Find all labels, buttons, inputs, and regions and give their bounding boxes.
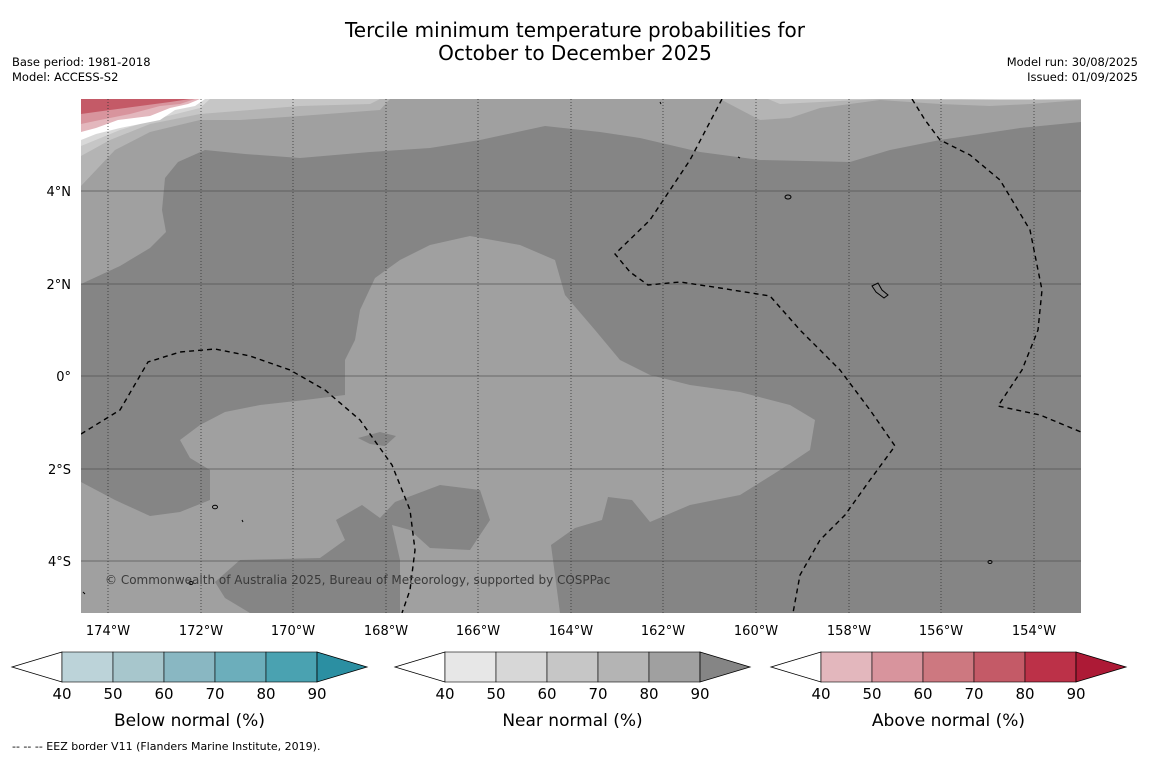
colorbar-tick-label: 40 [52,685,71,703]
colorbar-tick-label: 90 [690,685,709,703]
lon-label: 154°W [1012,624,1056,639]
model-name-text: Model: ACCESS-S2 [12,70,119,84]
colorbar-segment [1024,651,1077,683]
colorbar-tick-label: 40 [435,685,454,703]
lon-label: 158°W [827,624,871,639]
near-normal-80-90-island [358,432,396,446]
colorbar-tick-label: 60 [537,685,556,703]
colorbar-segment [820,651,873,683]
colorbar-3: 40 50 60 70 80 90 Above normal (%) [769,651,1128,731]
colorbar-tick-label: 50 [103,685,122,703]
colorbar-tick-label: 80 [1015,685,1034,703]
colorbar-tick-label: 90 [307,685,326,703]
lon-label: 162°W [641,624,685,639]
model-run-text: Model run: 30/08/2025 [1006,55,1138,69]
near-normal-70-80-central [81,236,815,613]
lat-label: 4°N [47,185,72,200]
lon-label: 166°W [456,624,500,639]
lon-label: 170°W [271,624,315,639]
colorbar-segment [444,651,497,683]
colorbar-segment [871,651,924,683]
colorbar-tick-label: 50 [862,685,881,703]
graticule [81,190,1081,562]
colorbar-under-extension [10,651,63,683]
colorbar-tick-label: 50 [486,685,505,703]
latitude-labels: 4°N 2°N 0° 2°S 4°S [47,185,72,570]
lon-label: 164°W [549,624,593,639]
colorbar-over-extension [316,651,369,683]
lat-label: 2°S [48,463,71,478]
colorbar-over-extension [699,651,752,683]
colorbar-tick-label: 70 [205,685,224,703]
colorbar-under-extension [393,651,446,683]
lon-label: 156°W [919,624,963,639]
colorbar-segment [546,651,599,683]
colorbar-2: 40 50 60 70 80 90 Near normal (%) [393,651,752,731]
model-info: Base period: 1981-2018 Model: ACCESS-S2 [12,55,151,85]
colorbar-segment [163,651,216,683]
islands [82,101,993,595]
colorbar-title: Near normal (%) [502,711,642,731]
colorbar-segment [61,651,114,683]
title-line-1: Tercile minimum temperature probabilitie… [344,18,806,42]
lon-label: 174°W [86,624,130,639]
colorbar-tick-label: 80 [639,685,658,703]
near-normal-70-80-north-band [81,99,1081,284]
run-info: Model run: 30/08/2025 Issued: 01/09/2025 [1007,55,1138,85]
issued-text: Issued: 01/09/2025 [1027,70,1138,84]
eez-footnote: -- -- -- EEZ border V11 (Flanders Marine… [12,740,321,753]
lat-label: 2°N [47,278,72,293]
colorbar-1: 40 50 60 70 80 90 Below normal (%) [10,651,369,731]
colorbar-tick-label: 80 [256,685,275,703]
eez-borders [81,99,1081,613]
probability-map: © Commonwealth of Australia 2025, Bureau… [81,99,1081,613]
colorbar-legends: 40 50 60 70 80 90 Below normal (%) 40 50 60 70 80 90… [10,651,1128,731]
map-title: Tercile minimum temperature probabilitie… [0,19,1150,65]
copyright-text: © Commonwealth of Australia 2025, Bureau… [105,573,610,587]
colorbar-tick-label: 70 [588,685,607,703]
colorbar-segment [265,651,318,683]
base-period-text: Base period: 1981-2018 [12,55,151,69]
colorbar-title: Below normal (%) [114,711,265,731]
forecast-map-figure: © Commonwealth of Australia 2025, Bureau… [10,99,1128,731]
colorbar-tick-label: 90 [1066,685,1085,703]
colorbar-segment [648,651,701,683]
colorbar-under-extension [769,651,822,683]
colorbar-title: Above normal (%) [872,711,1025,731]
colorbar-tick-label: 60 [154,685,173,703]
colorbar-segment [214,651,267,683]
colorbar-tick-label: 60 [913,685,932,703]
colorbar-segment [112,651,165,683]
lon-label: 160°W [734,624,778,639]
colorbar-segment [495,651,548,683]
lat-label: 4°S [48,555,71,570]
lon-label: 172°W [179,624,223,639]
colorbar-tick-label: 40 [811,685,830,703]
lat-label: 0° [56,370,71,385]
colorbar-segment [973,651,1026,683]
lon-label: 168°W [364,624,408,639]
colorbar-over-extension [1075,651,1128,683]
title-line-2: October to December 2025 [438,41,712,65]
colorbar-tick-label: 70 [964,685,983,703]
longitude-labels: 174°W 172°W 170°W 168°W 166°W 164°W 162°W 160°W… [86,624,1056,639]
colorbar-segment [922,651,975,683]
colorbar-segment [597,651,650,683]
